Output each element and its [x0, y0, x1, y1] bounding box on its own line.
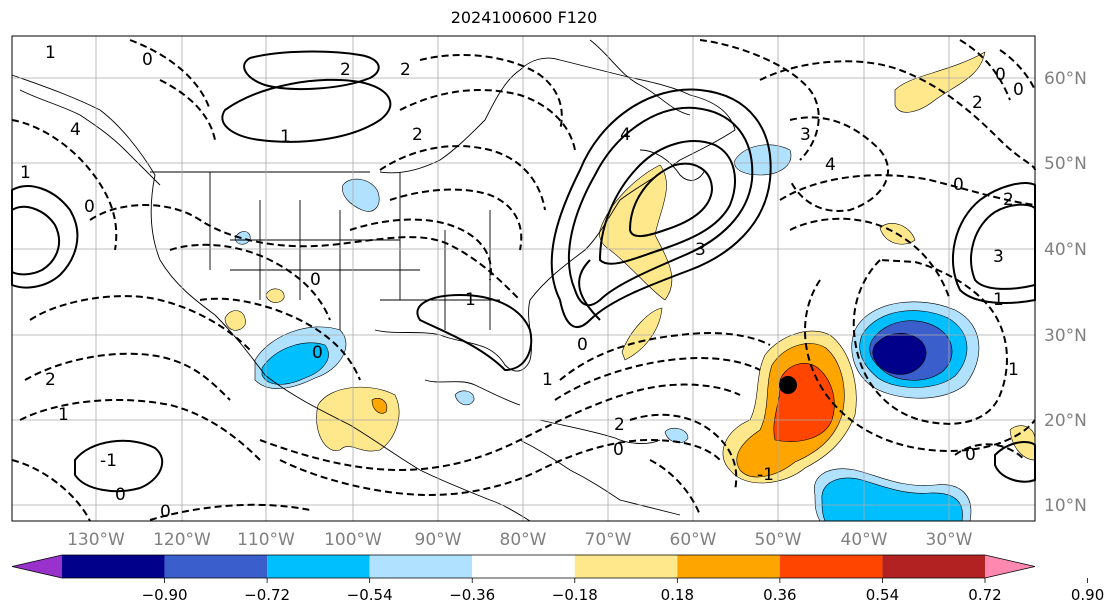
cold-anomaly-region [454, 390, 475, 406]
contour-label: -1 [100, 451, 117, 471]
contour-label: 2 [1003, 190, 1014, 210]
cold-anomaly-region [734, 144, 792, 176]
colorbar-tick-label: −0.36 [449, 586, 495, 604]
colorbar-tick-label: −0.18 [552, 586, 598, 604]
lat-label: 40°N [1044, 240, 1087, 260]
colorbar-segment [62, 555, 165, 578]
colorbar-segment [267, 555, 370, 578]
warm-anomaly-region [894, 51, 986, 113]
cold-anomaly-region [821, 477, 963, 522]
contour-label: 0 [310, 270, 321, 290]
contour-label: 2 [412, 125, 423, 145]
colorbar-outline [11, 554, 1036, 579]
longitude-labels: 130°W 120°W 110°W 100°W 90°W 80°W 70°W 6… [67, 530, 973, 550]
map-title: 2024100600 F120 [450, 8, 598, 27]
contour-label: 0 [953, 175, 964, 195]
contour-label: 2 [400, 60, 411, 80]
colorbar-extend-low [12, 555, 62, 578]
colorbar-tick-label: 0.90 [1071, 586, 1104, 604]
contour-label: 0 [965, 445, 976, 465]
contour-label: 1 [542, 370, 553, 390]
negative-contours [11, 39, 1036, 522]
colorbar-tick-label: 0.54 [866, 586, 899, 604]
lat-label: 60°N [1044, 69, 1087, 89]
contour-label: 0 [577, 335, 588, 355]
plot-frame [11, 35, 1036, 522]
contour-label: 2 [972, 93, 983, 113]
contour-label: 2 [45, 370, 56, 390]
colorbar-tick-label: −0.54 [347, 586, 393, 604]
lon-label: 130°W [67, 530, 125, 550]
colorbar-segment [677, 555, 780, 578]
colorbar-tick-label: 0.18 [661, 586, 694, 604]
contour-label: 4 [825, 155, 836, 175]
lon-label: 40°W [841, 530, 888, 550]
contour-label: 0 [1013, 80, 1024, 100]
colorbar-segment [472, 555, 575, 578]
contour-label: 3 [800, 125, 811, 145]
lat-label: 30°N [1044, 326, 1087, 346]
contour-label: 4 [70, 120, 81, 140]
lon-label: 50°W [755, 530, 802, 550]
colorbar-segment [369, 555, 473, 578]
contour-label: 0 [160, 502, 171, 522]
lon-label: 110°W [237, 530, 295, 550]
contour-label: 1 [58, 405, 69, 425]
warm-anomaly-region [224, 310, 246, 331]
storm-center-marker [779, 376, 797, 394]
lon-label: 70°W [585, 530, 632, 550]
lat-label: 10°N [1044, 496, 1087, 516]
lon-label: 30°W [926, 530, 973, 550]
contour-label: 1 [465, 290, 476, 310]
lon-label: 100°W [324, 530, 382, 550]
lon-label: 60°W [670, 530, 717, 550]
contour-label: 1 [1008, 360, 1019, 380]
contour-label: 3 [695, 240, 706, 260]
contour-label: 1 [45, 43, 56, 63]
colorbar-tick-label: −0.90 [142, 586, 188, 604]
lat-label: 50°N [1044, 154, 1087, 174]
contour-label: 0 [312, 343, 323, 363]
contour-label: 3 [993, 247, 1004, 267]
cold-anomaly-region [664, 427, 689, 444]
contour-label: 4 [620, 125, 631, 145]
warm-anomaly-region [621, 307, 663, 361]
lon-label: 90°W [415, 530, 462, 550]
contour-label: 2 [340, 60, 351, 80]
colorbar-tick-label: −0.72 [244, 586, 290, 604]
contour-label: 2 [614, 415, 625, 435]
cold-anomaly-region [342, 178, 380, 212]
contour-label: 0 [142, 50, 153, 70]
colorbar-extend-high [985, 555, 1035, 578]
lon-label: 120°W [153, 530, 211, 550]
contour-label: 0 [115, 485, 126, 505]
colorbar-tick-label: 0.72 [968, 586, 1001, 604]
colorbar-segment [882, 555, 985, 578]
colorbar-segment [164, 555, 268, 578]
contour-label: -1 [757, 465, 774, 485]
contour-label: 0 [84, 197, 95, 217]
colorbar-segment [779, 555, 883, 578]
colorbar-tick-label: 0.36 [763, 586, 796, 604]
shading-layer [224, 51, 1036, 522]
positive-contours [11, 50, 1036, 493]
contour-label: 1 [20, 163, 31, 183]
contour-label: 0 [995, 65, 1006, 85]
contour-label: 1 [280, 127, 291, 147]
contour-labels: 1 0 2 3 4 1 0 2 1 -1 0 0 0 2 -1 0 1 3 2 … [20, 43, 1024, 522]
lon-label: 80°W [500, 530, 547, 550]
colorbar: −0.90 −0.72 −0.54 −0.36 −0.18 0.18 0.36 0.54 0.7… [11, 554, 1104, 604]
warm-anomaly-region [316, 386, 400, 452]
contour-label: 0 [613, 440, 624, 460]
warm-anomaly-region [265, 288, 285, 303]
lat-label: 20°N [1044, 411, 1087, 431]
contour-label: 1 [993, 290, 1004, 310]
plot-area: 1 0 2 3 4 1 0 2 1 -1 0 0 0 2 -1 0 1 3 2 … [11, 35, 1036, 522]
cold-anomaly-region [261, 342, 329, 385]
moderate-anomaly-region [371, 398, 388, 414]
graticule [12, 36, 1035, 521]
latitude-labels: 60°N 50°N 40°N 30°N 20°N 10°N [1044, 69, 1087, 516]
colorbar-segment [574, 555, 678, 578]
